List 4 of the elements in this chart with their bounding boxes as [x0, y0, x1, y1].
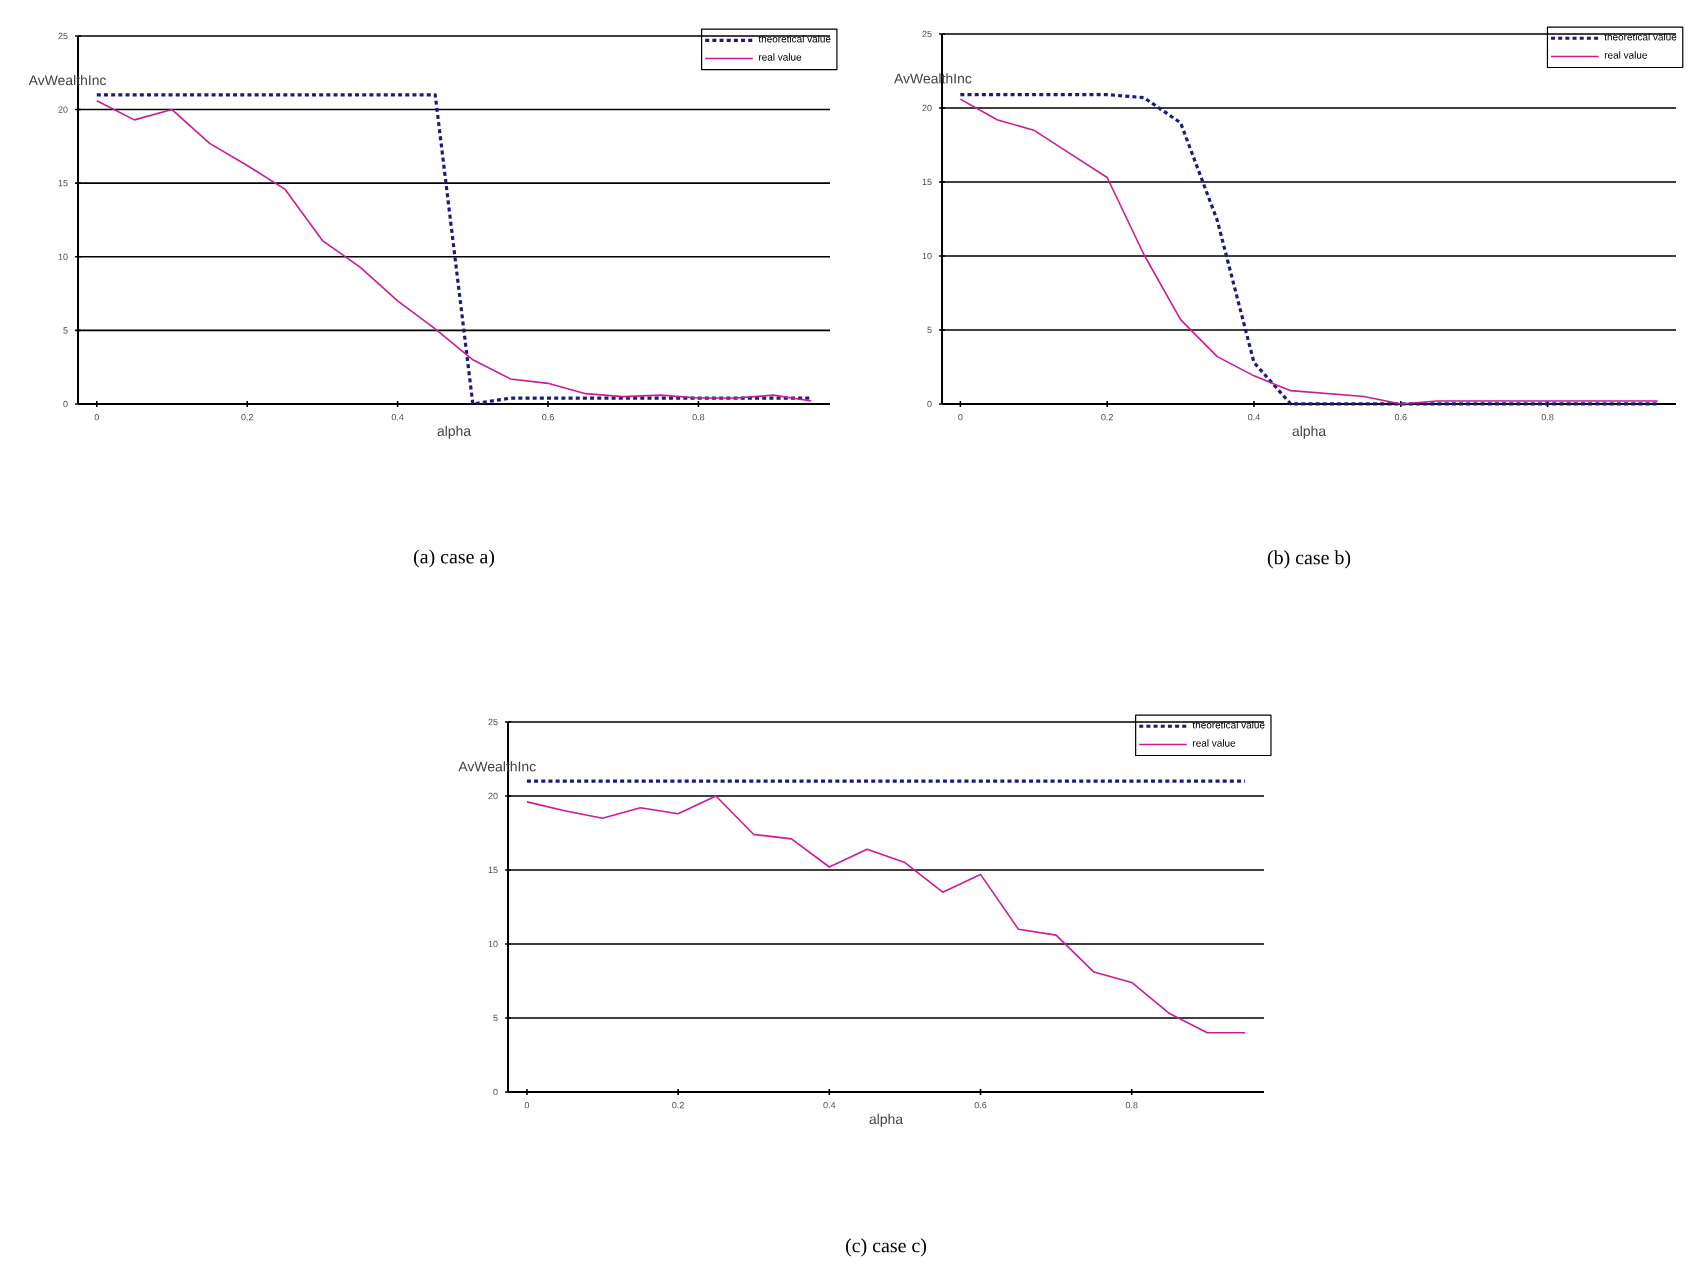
- text: (c) case c): [845, 1238, 927, 1257]
- text: (a) case a): [413, 549, 495, 568]
- text: (b) case b): [1267, 550, 1351, 569]
- line-series: [526, 795, 1246, 1034]
